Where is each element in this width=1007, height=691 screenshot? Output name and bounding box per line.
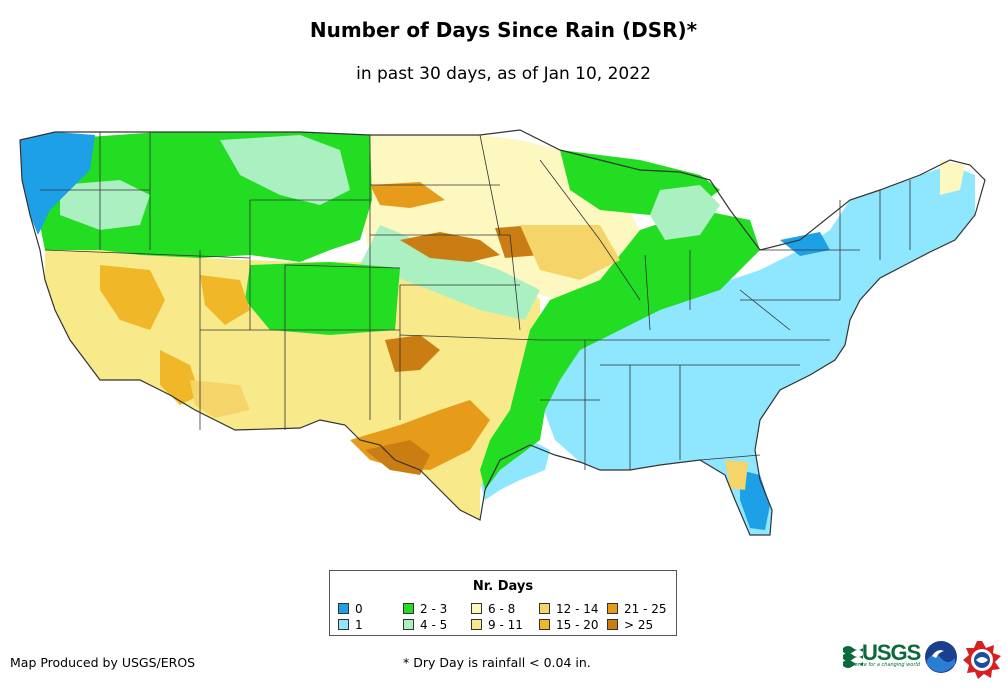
legend-item: 6 - 8 [471,603,515,615]
legend-swatch [403,603,414,614]
legend-swatch [471,603,482,614]
region-6-8-maine [940,160,965,195]
legend-label: 12 - 14 [556,602,599,616]
legend-swatch [403,619,414,630]
region-15-20-utah [200,275,250,325]
usgs-tagline: science for a changing world [848,662,920,668]
legend-swatch [607,619,618,630]
region-12-14-midplains [520,225,620,280]
dry-day-note: * Dry Day is rainfall < 0.04 in. [403,655,591,670]
legend-label: > 25 [624,618,654,632]
legend-label: 1 [355,618,363,632]
region-gt25-nm [385,335,440,372]
region-0-pnw [20,132,95,235]
region-15-20-nevada [100,265,165,330]
region-12-14-az [190,380,250,418]
noaa-logo-icon [925,641,957,673]
legend-item: 1 [338,619,363,631]
legend-item: 4 - 5 [403,619,447,631]
region-15-20-socal [160,350,200,405]
region-21-25-sd [370,182,445,208]
legend-item: 21 - 25 [607,603,667,615]
us-dsr-map [19,129,986,536]
nws-logo-icon [963,641,1001,679]
usgs-logo-icon [843,646,863,668]
us-outline [19,129,986,536]
legend-label: 9 - 11 [488,618,523,632]
legend-label: 6 - 8 [488,602,516,616]
legend-swatch [539,619,550,630]
legend-label: 0 [355,602,363,616]
usgs-logo-text: USGS [862,640,921,665]
legend-item: 2 - 3 [403,603,447,615]
region-gt25-nebraska [400,232,500,262]
region-4-5-montana [220,135,350,205]
map-legend: Nr. Days 0 1 2 - 3 4 - 5 6 - 8 9 - 11 12 - 14 1… [329,570,677,636]
legend-swatch [338,603,349,614]
legend-item: 12 - 14 [539,603,599,615]
legend-label: 21 - 25 [624,602,667,616]
region-4-5-michigan [650,185,720,240]
state-boundaries [40,132,911,470]
legend-swatch [471,619,482,630]
legend-swatch [539,603,550,614]
map-title: Number of Days Since Rain (DSR)* [309,18,698,42]
legend-label: 4 - 5 [420,618,448,632]
legend-swatch [607,603,618,614]
legend-item: 15 - 20 [539,619,599,631]
credit-text: Map Produced by USGS/EROS [10,655,196,670]
legend-item: > 25 [607,619,653,631]
legend-item: 0 [338,603,363,615]
legend-label: 15 - 20 [556,618,599,632]
legend-item: 9 - 11 [471,619,523,631]
legend-label: 2 - 3 [420,602,448,616]
region-gt25-texas [365,440,430,475]
region-1day-east [540,165,975,535]
region-4-5-plains [360,225,540,320]
region-12-14-florida [725,460,748,490]
region-2-3-colorado [245,262,400,335]
map-subtitle: in past 30 days, as of Jan 10, 2022 [356,64,651,84]
legend-title: Nr. Days [472,579,534,594]
region-4-5-idaho [60,180,150,230]
legend-swatch [338,619,349,630]
